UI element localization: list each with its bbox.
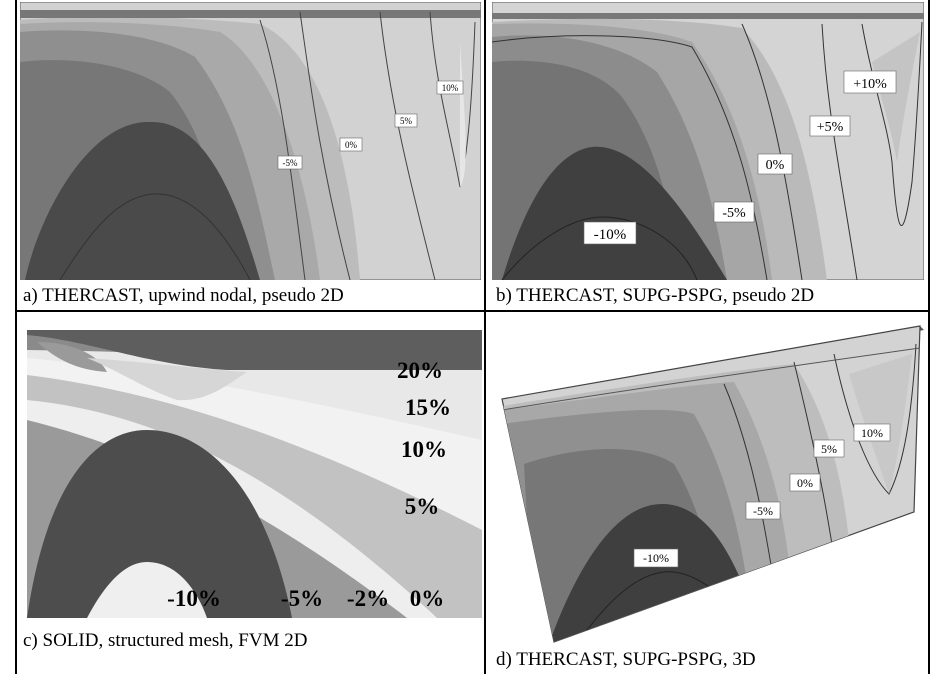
panel-c-label-minus5: -5% bbox=[281, 586, 323, 611]
panel-b-caption: b) THERCAST, SUPG-PSPG, pseudo 2D bbox=[496, 285, 815, 306]
panel-a-label-10: 10% bbox=[442, 83, 459, 93]
panel-b-label-plus5: +5% bbox=[817, 120, 844, 135]
panel-c-label-0: 0% bbox=[410, 586, 445, 611]
panel-b-label-minus5: -5% bbox=[722, 206, 746, 221]
panel-d-contour-plot-3d: -10% -5% 0% 5% 10% bbox=[501, 325, 924, 643]
panel-c-label-5: 5% bbox=[405, 494, 440, 519]
panel-c-label-20: 20% bbox=[397, 358, 443, 383]
grid-line-horizontal bbox=[15, 310, 930, 312]
panel-c-label-10: 10% bbox=[401, 437, 447, 462]
panel-a-caption: a) THERCAST, upwind nodal, pseudo 2D bbox=[23, 285, 344, 306]
panel-c-contour-plot: 20% 15% 10% 5% -10% -5% -2% 0% bbox=[27, 330, 482, 618]
panel-b-contour-plot: -10% -5% 0% +5% +10% bbox=[492, 2, 924, 280]
panel-d-label-minus10: -10% bbox=[643, 551, 669, 565]
panel-d-label-minus5: -5% bbox=[753, 504, 773, 518]
panel-a: -5% 0% 5% 10% bbox=[20, 2, 481, 280]
panel-b: -10% -5% 0% +5% +10% bbox=[492, 2, 924, 280]
grid-line-right bbox=[928, 0, 930, 674]
panel-d-label-5: 5% bbox=[821, 442, 837, 456]
panel-b-label-plus10: +10% bbox=[853, 77, 887, 92]
panel-b-label-minus10: -10% bbox=[594, 227, 627, 243]
grid-line-left bbox=[15, 0, 17, 674]
panel-a-label-minus5: -5% bbox=[283, 158, 298, 168]
panel-c-label-15: 15% bbox=[405, 395, 451, 420]
grid-line-middle bbox=[484, 0, 486, 674]
panel-c-label-minus2: -2% bbox=[347, 586, 389, 611]
panel-c: 20% 15% 10% 5% -10% -5% -2% 0% bbox=[27, 330, 482, 618]
panel-d-label-10: 10% bbox=[861, 426, 883, 440]
panel-d: -10% -5% 0% 5% 10% bbox=[494, 314, 926, 650]
panel-b-label-0: 0% bbox=[766, 158, 785, 173]
panel-a-label-0: 0% bbox=[345, 140, 358, 150]
panel-c-caption: c) SOLID, structured mesh, FVM 2D bbox=[23, 630, 308, 651]
panel-c-label-minus10: -10% bbox=[167, 586, 221, 611]
panel-d-label-0: 0% bbox=[797, 476, 813, 490]
panel-a-contour-plot: -5% 0% 5% 10% bbox=[20, 2, 481, 280]
panel-a-label-5: 5% bbox=[400, 116, 413, 126]
panel-d-caption: d) THERCAST, SUPG-PSPG, 3D bbox=[496, 649, 756, 670]
